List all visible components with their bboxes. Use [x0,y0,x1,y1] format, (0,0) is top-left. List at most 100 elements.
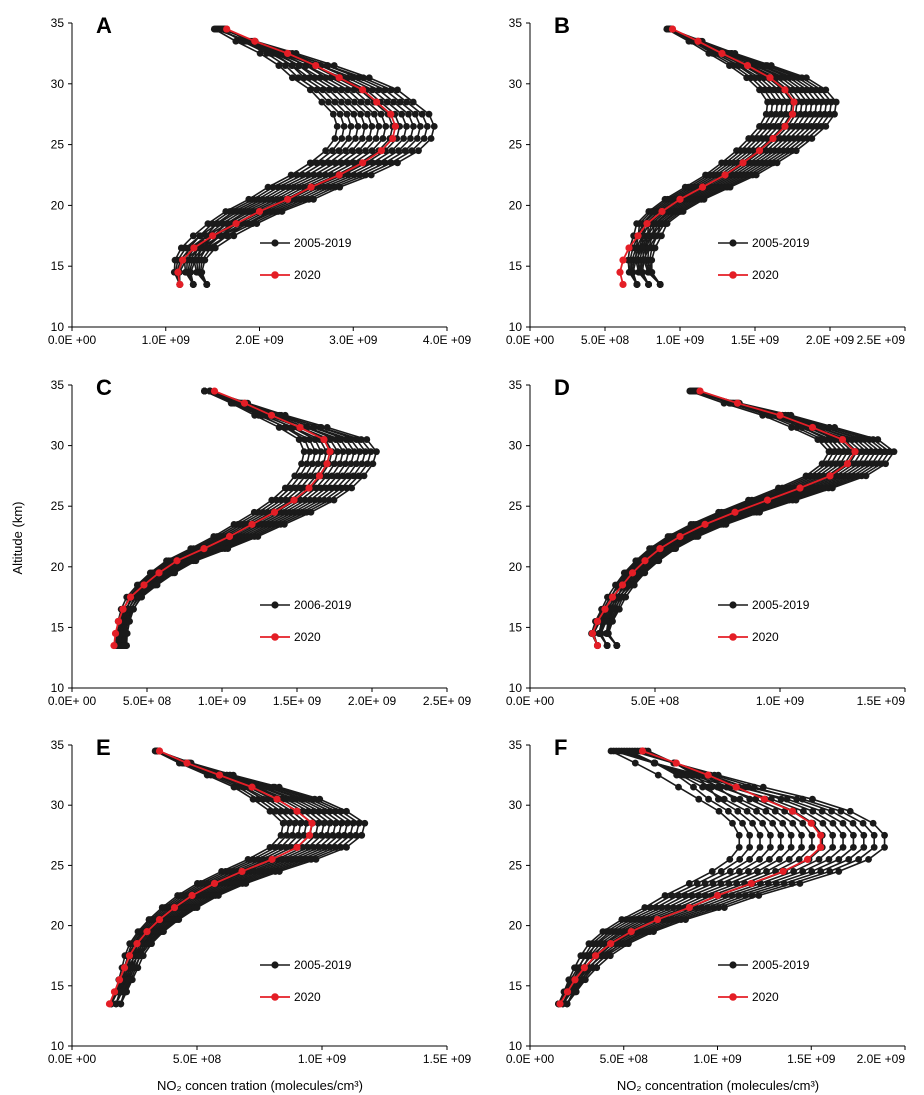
x-axis-title-left: NO₂ concen tration (molecules/cm³) [157,1078,363,1093]
data-point-historical [813,98,821,106]
series-line-historical [120,750,366,1005]
data-point-historical [365,135,373,142]
data-point-historical [364,98,371,106]
y-tick-label: 15 [51,979,65,993]
data-point-historical [306,86,314,94]
data-point-historical [373,448,380,456]
data-point-historical [638,244,646,252]
data-point-historical [323,424,331,431]
data-point-historical [357,110,365,118]
data-point-historical [756,855,763,863]
y-tick-label: 15 [509,259,523,273]
data-point-historical [358,460,366,468]
data-point-2020 [359,159,367,167]
data-point-2020 [387,110,395,118]
data-point-historical [307,472,315,480]
data-point-2020 [571,976,579,984]
data-point-2020 [760,795,768,803]
data-point-historical [815,855,823,863]
series-line-historical [185,28,366,285]
data-point-2020 [628,569,637,577]
data-point-historical [870,843,878,851]
data-point-historical [390,98,398,106]
data-point-historical [276,868,283,875]
data-point-2020 [238,867,246,876]
data-point-historical [345,448,353,456]
data-point-historical [653,232,661,240]
data-point-historical [860,831,868,839]
data-point-historical [403,122,410,130]
data-point-historical [789,122,797,130]
data-point-historical [416,122,424,130]
panel-label: B [554,13,570,38]
data-point-historical [398,110,406,118]
legend-label-2020: 2020 [294,990,321,1004]
data-point-2020 [658,207,666,216]
data-point-2020 [588,629,597,638]
panel-c: 10 15 20 25 30 35 0.0E+ 00 5.0E+ 08 1.0E+ 09 1.5E… [48,375,472,708]
data-point-historical [128,976,136,984]
x-tick-label: 5.0E+ 08 [123,694,172,708]
legend-marker-2020 [271,271,279,279]
series-line-historical [200,28,436,285]
data-point-historical [211,25,219,33]
legend-label-2020: 2020 [752,630,779,644]
data-point-historical [330,62,338,69]
data-point-historical [224,545,232,553]
data-point-historical [721,904,728,911]
x-tick-label: 1.5E +09 [857,694,906,708]
data-point-historical [705,795,712,803]
data-point-historical [217,25,225,33]
data-point-historical [563,1000,571,1008]
data-point-historical [770,122,778,130]
data-point-historical [699,783,707,791]
data-point-historical [835,855,843,863]
data-point-historical [324,98,332,106]
data-point-historical [217,232,225,240]
data-point-historical [329,110,337,118]
data-point-2020 [125,952,134,960]
x-tick-label: 1.5E +09 [731,333,780,347]
x-tick-label: 0.0E +00 [48,1052,97,1066]
x-tick-label: 2.5E +09 [857,333,906,347]
x-tick-label: 1.5E+ 09 [273,694,322,708]
data-point-historical [405,110,412,118]
data-point-historical [368,122,376,130]
data-point-2020 [170,903,179,912]
data-point-historical [332,819,340,827]
data-point-historical [336,183,344,191]
data-point-2020 [776,411,784,419]
data-point-historical [752,171,760,179]
data-point-historical [735,831,743,839]
data-point-2020 [763,496,772,504]
data-point-historical [603,642,611,649]
data-point-historical [319,159,327,167]
series-2020 [616,25,798,289]
data-point-historical [615,605,623,613]
data-point-historical [675,783,682,791]
data-point-historical [762,110,770,118]
data-point-2020 [838,435,847,444]
data-point-historical [306,448,314,456]
series-2020 [556,747,825,1008]
data-point-historical [690,783,697,791]
data-point-historical [799,807,807,815]
legend-label-2020: 2020 [752,990,779,1004]
data-point-historical [648,232,656,240]
data-point-historical [694,533,702,540]
data-point-2020 [676,195,684,203]
data-point-2020 [359,86,367,94]
data-point-historical [223,232,231,240]
series-line-historical [198,28,394,285]
data-point-historical [343,819,351,827]
series-line-historical [187,28,387,285]
data-point-historical [292,484,299,492]
data-point-historical [229,771,237,779]
data-point-2020 [739,159,747,167]
data-point-2020 [668,25,677,33]
data-point-2020 [643,220,651,228]
data-point-historical [138,593,146,601]
y-tick-label: 25 [509,858,523,872]
data-point-historical [347,122,355,130]
data-point-historical [230,232,238,240]
